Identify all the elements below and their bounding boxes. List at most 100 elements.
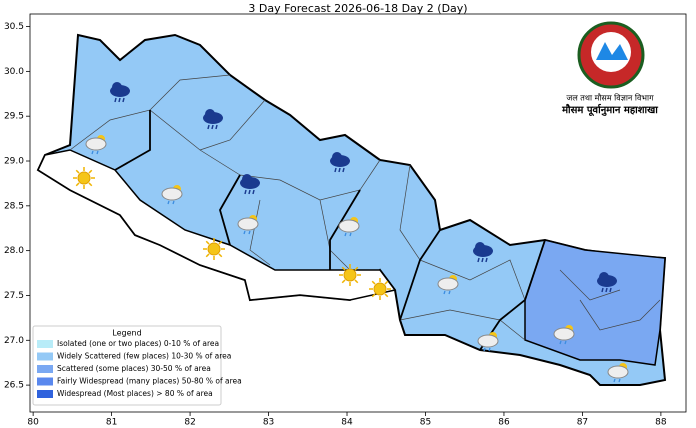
map (36, 33, 667, 386)
x-tick-label: 82 (184, 418, 195, 428)
sun-icon (369, 278, 391, 300)
raindrop (485, 257, 488, 263)
sun (373, 282, 387, 296)
sun-ray (88, 182, 93, 187)
rain-icon (473, 242, 493, 263)
sun-ray (341, 266, 346, 271)
y-tick-label: 28.5 (4, 201, 24, 211)
cloud-rain-icon (477, 332, 499, 352)
logo-line1: जल तथा मौसम विज्ञान विभाग (566, 93, 654, 103)
cloud (477, 334, 499, 348)
raindrop (248, 230, 251, 235)
y-tick-label: 27.0 (4, 336, 24, 346)
cloud (475, 242, 485, 252)
sun-ray (75, 182, 80, 187)
raindrop (344, 232, 347, 237)
y-tick-label: 26.5 (4, 381, 24, 391)
raindrop (207, 124, 210, 130)
cloud (85, 137, 107, 151)
legend-label: Scattered (some places) 30-50 % of area (57, 364, 211, 373)
cloud (332, 152, 342, 162)
rain-icon (240, 174, 260, 195)
raindrop (167, 200, 170, 205)
sun (343, 268, 357, 282)
cloud-rain-icon (338, 217, 360, 237)
cloud-rain-icon (437, 275, 459, 295)
y-tick-label: 29.0 (4, 157, 24, 167)
chart-title: 3 Day Forecast 2026-06-18 Day 2 (Day) (248, 2, 467, 15)
raindrop (96, 150, 99, 155)
cloud (607, 365, 629, 379)
raindrop (448, 290, 451, 295)
sun-icon (339, 264, 361, 286)
x-tick-label: 81 (106, 418, 117, 428)
x-tick-label: 85 (420, 418, 431, 428)
y-tick-label: 27.5 (4, 291, 24, 301)
raindrop (559, 340, 562, 345)
no-rain-region (37, 149, 397, 301)
legend-swatch (37, 377, 53, 386)
legend-swatch (37, 365, 53, 373)
x-tick-label: 84 (341, 418, 353, 428)
sun-icon (203, 238, 225, 260)
cloud (112, 82, 122, 92)
raindrop (172, 200, 175, 205)
sun-ray (205, 240, 210, 245)
logo-mountain (596, 42, 628, 60)
raindrop (488, 347, 491, 352)
rain-icon (330, 152, 350, 173)
raindrop (609, 287, 612, 293)
sun-ray (205, 253, 210, 258)
legend-box (32, 325, 222, 406)
y-tick-label: 29.5 (4, 112, 24, 122)
raindrop (334, 167, 337, 173)
legend-label: Isolated (one or two places) 0-10 % of a… (57, 339, 219, 348)
legend-label: Widely Scattered (few places) 10-30 % of… (57, 352, 231, 361)
cloud (237, 217, 259, 231)
raindrop (91, 150, 94, 155)
sun-ray (218, 253, 223, 258)
legend-swatch (37, 352, 53, 361)
sun-ray (371, 293, 376, 298)
cloud (205, 109, 215, 119)
raindrop (618, 378, 621, 383)
sun-ray (75, 169, 80, 174)
cloud (242, 174, 252, 184)
raindrop (601, 287, 604, 293)
raindrop (564, 340, 567, 345)
y-tick-label: 30.0 (4, 67, 24, 77)
cloud (599, 272, 609, 282)
y-tick-label: 28.0 (4, 246, 24, 256)
legend-swatch (37, 340, 53, 348)
rain-icon (597, 272, 617, 293)
raindrop (118, 97, 121, 103)
raindrop (252, 189, 255, 195)
rain-icon (110, 82, 130, 103)
cloud (437, 277, 459, 291)
raindrop (483, 347, 486, 352)
raindrop (605, 287, 608, 293)
raindrop (215, 124, 218, 130)
raindrop (211, 124, 214, 130)
legend-label: Widespread (Most places) > 80 % of area (57, 389, 213, 398)
sun-ray (384, 280, 389, 285)
sun-ray (384, 293, 389, 298)
legend: Legend Isolated (one or two places) 0-10… (32, 325, 242, 406)
cloud-rain-icon (553, 325, 575, 345)
sun (77, 171, 91, 185)
x-tick-label: 83 (263, 418, 274, 428)
sun-ray (354, 266, 359, 271)
logo-line2: मौसम पूर्वानुमान महाशाखा (561, 103, 658, 117)
x-tick-label: 86 (498, 418, 510, 428)
x-tick-label: 80 (27, 418, 39, 428)
sun-ray (371, 280, 376, 285)
cloud-rain-icon (607, 363, 629, 383)
legend-title: Legend (112, 329, 141, 338)
raindrop (443, 290, 446, 295)
legend-swatch (37, 390, 53, 398)
raindrop (481, 257, 484, 263)
sun-icon (73, 167, 95, 189)
raindrop (349, 232, 352, 237)
raindrop (613, 378, 616, 383)
logo-inner (591, 32, 631, 72)
